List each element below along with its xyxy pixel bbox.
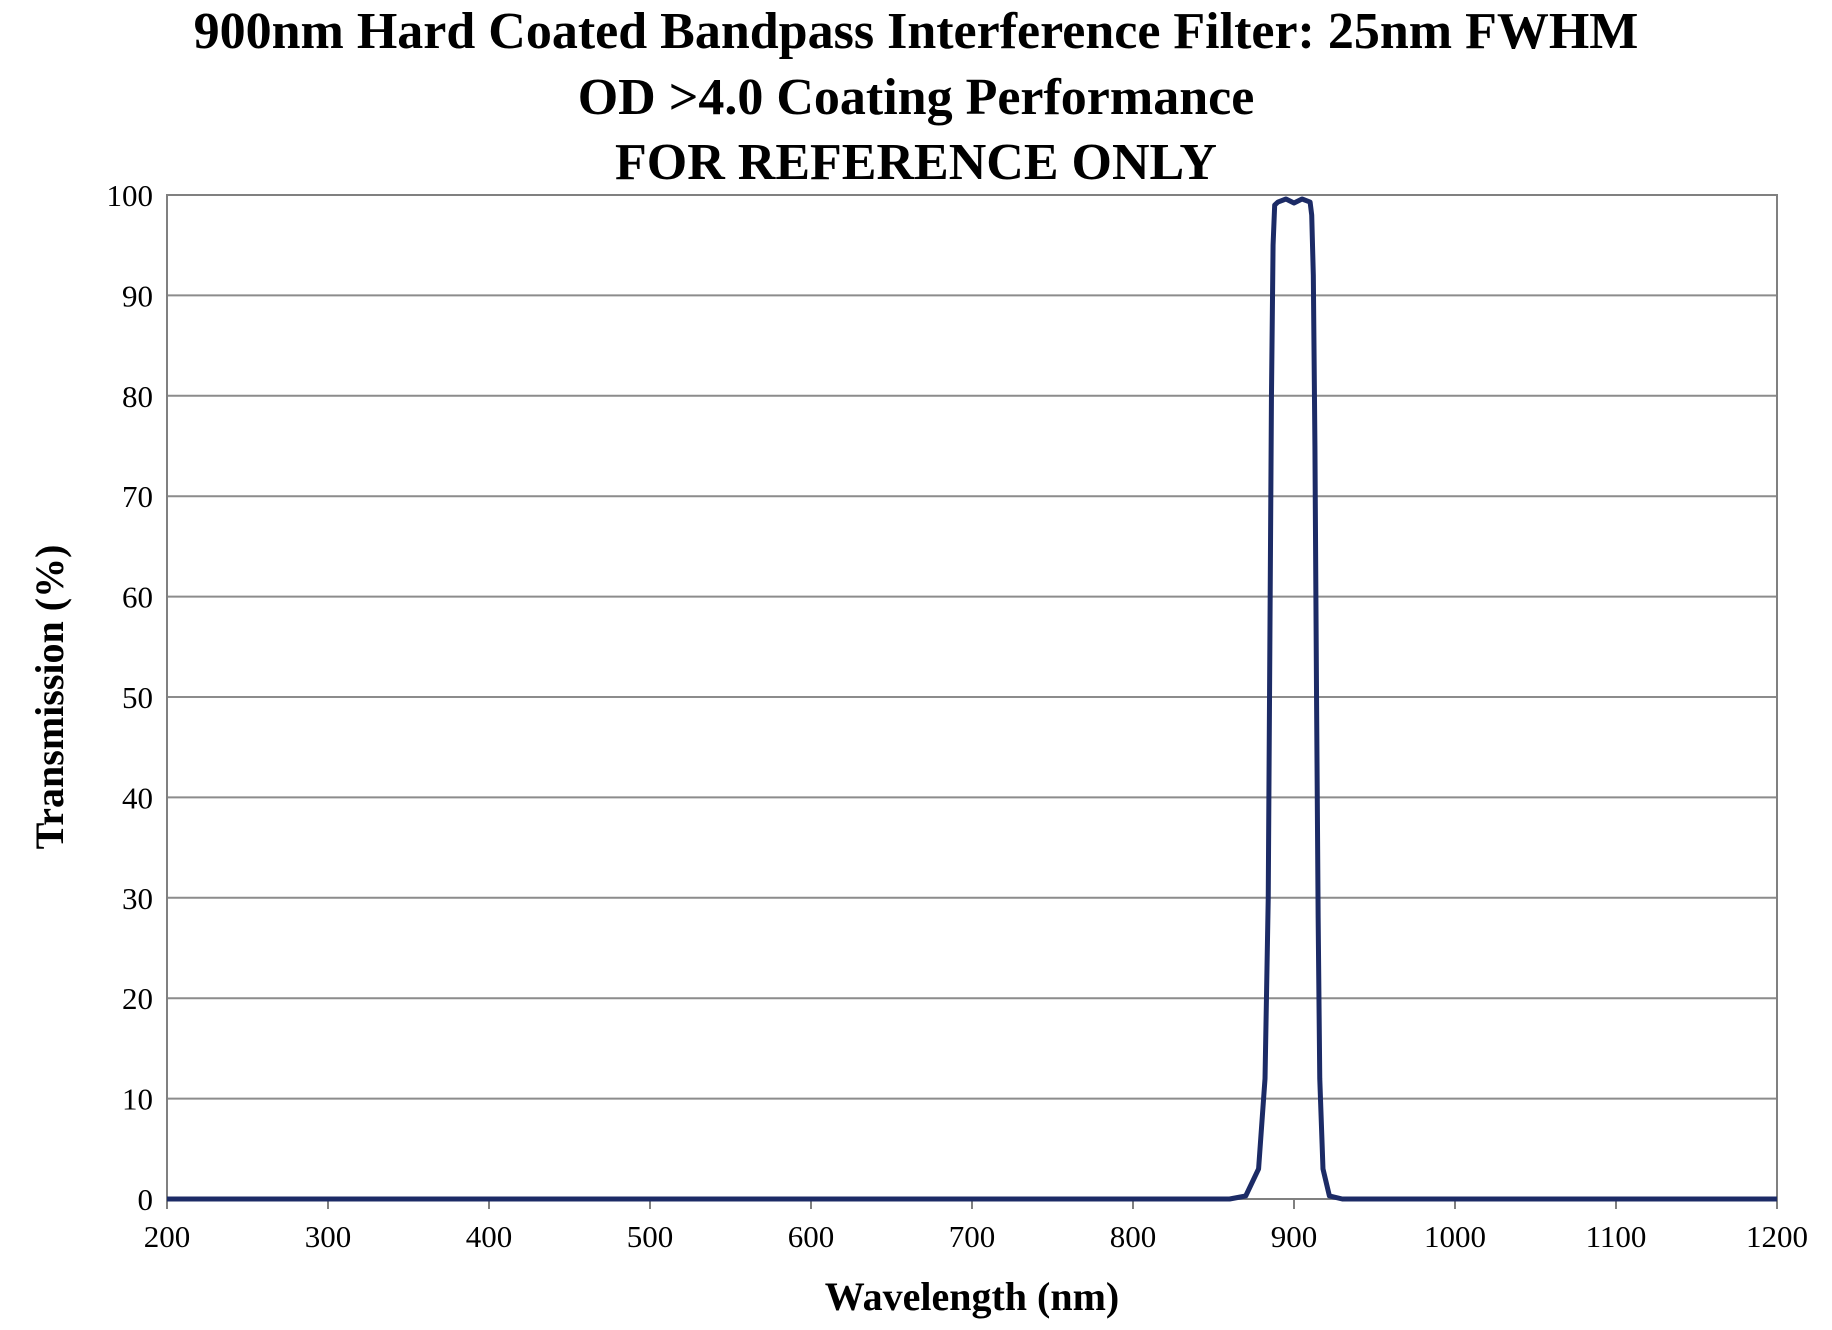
y-tick-label: 30 [122,881,153,916]
chart-subtitle: OD >4.0 Coating Performance [577,69,1255,126]
x-tick-label: 1100 [1586,1219,1647,1254]
y-tick-label: 60 [122,580,153,615]
x-tick-label: 1000 [1424,1219,1486,1254]
chart-note: FOR REFERENCE ONLY [615,134,1217,191]
y-tick-label: 0 [138,1182,154,1217]
x-tick-label: 400 [466,1219,513,1254]
x-tick-label: 700 [949,1219,996,1254]
chart-title: 900nm Hard Coated Bandpass Interference … [193,3,1639,60]
y-tick-label: 20 [122,981,153,1016]
y-tick-label: 70 [122,479,153,514]
y-axis-label: Transmission (%) [27,545,72,850]
gridlines [167,294,1777,1100]
x-tick-label: 300 [305,1219,352,1254]
series-line [167,196,1777,1202]
y-tick-label: 50 [122,680,153,715]
x-tick-label: 600 [788,1219,835,1254]
x-tick-label: 800 [1110,1219,1157,1254]
x-tick-label: 500 [627,1219,674,1254]
y-tick-label: 10 [122,1082,153,1117]
y-tick-label: 40 [122,780,153,815]
x-axis-ticks: 200 300 400 500 600 700 800 900 1000 1100 1200 [144,1199,1808,1254]
y-tick-label: 100 [107,178,154,213]
x-axis-label: Wavelength (nm) [825,1274,1119,1319]
y-tick-label: 90 [122,278,153,313]
x-tick-label: 200 [144,1219,191,1254]
x-tick-label: 1200 [1746,1219,1808,1254]
x-tick-label: 900 [1271,1219,1318,1254]
y-axis-ticks: 0 10 20 30 40 50 60 70 80 90 100 [107,178,154,1217]
y-tick-label: 80 [122,379,153,414]
